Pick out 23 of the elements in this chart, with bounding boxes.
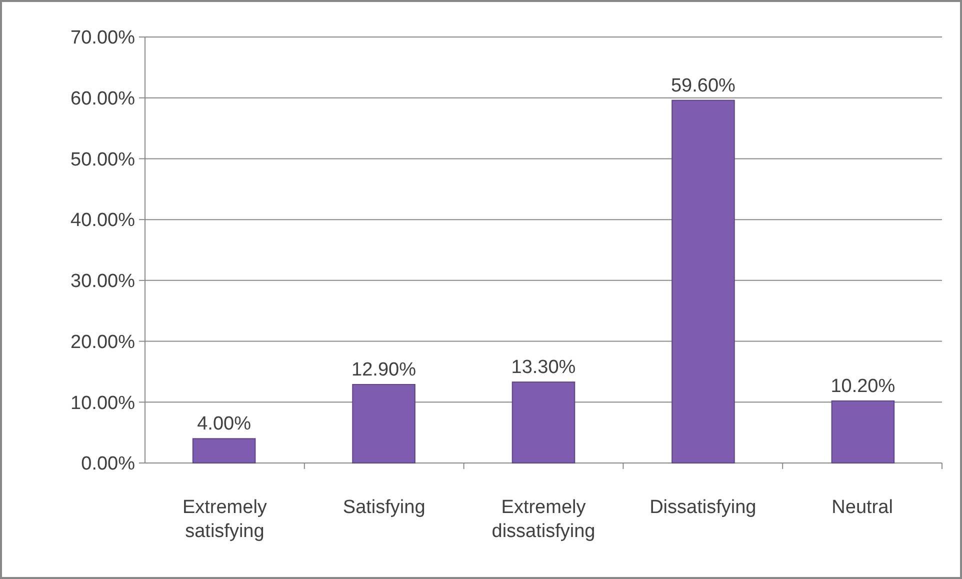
data-label: 4.00% [197,414,252,435]
y-tick-label: 0.00% [81,454,136,475]
bar [352,384,416,464]
y-tick-label: 10.00% [70,392,136,414]
data-label: 10.20% [830,376,896,397]
y-tick-label: 20.00% [70,332,136,353]
x-tick-label: Extremely dissatisfying [492,497,596,542]
bar [831,400,895,464]
x-tick-label: Satisfying [342,497,426,518]
y-tick-label: 30.00% [70,271,136,292]
y-tick-label: 50.00% [70,149,136,170]
bar [672,100,735,464]
x-tick-label: Dissatisfying [650,497,756,518]
bar [192,438,256,464]
bar [512,382,576,464]
data-label: 12.90% [352,359,416,380]
y-tick-label: 40.00% [70,210,136,232]
y-tick-label: 60.00% [70,88,136,110]
data-label: 13.30% [511,357,576,378]
x-tick-label: Extremely satisfying [182,497,268,542]
y-tick-label: 70.00% [70,28,136,49]
x-tick-label: Neutral [832,497,893,518]
data-label: 59.60% [670,75,736,96]
